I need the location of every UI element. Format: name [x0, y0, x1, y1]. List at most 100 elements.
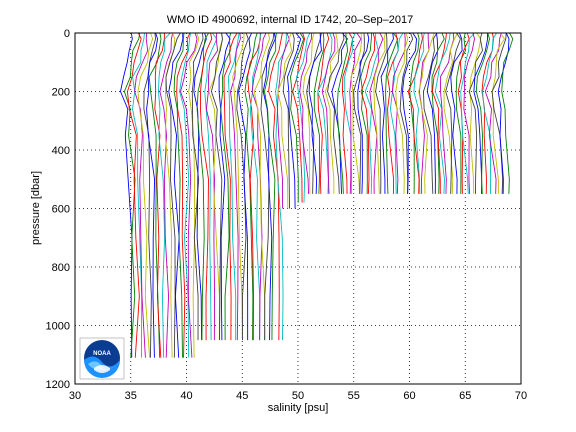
profile-line [180, 32, 198, 358]
profile-line [380, 32, 394, 194]
profile-line [402, 32, 418, 194]
y-tick-label: 200 [52, 87, 70, 99]
profile-line [497, 32, 510, 194]
x-axis-ticks: 30 35 40 45 50 55 60 65 70 [69, 390, 527, 402]
profile-line [282, 32, 295, 209]
x-tick-label: 35 [125, 390, 137, 402]
profile-line [218, 32, 231, 341]
profile-line [193, 32, 207, 341]
profile-line [220, 32, 232, 341]
profile-line [395, 32, 409, 194]
x-tick-label: 30 [69, 390, 81, 402]
profile-line [473, 32, 489, 194]
profile-line [292, 32, 306, 203]
profile-line [407, 32, 423, 194]
profile-line [232, 32, 245, 341]
profile-line [431, 32, 447, 194]
profile-line [230, 32, 241, 341]
profile-line [179, 32, 192, 358]
y-tick-label: 400 [52, 145, 70, 157]
noaa-logo-text: NOAA [93, 351, 111, 357]
profile-line [409, 32, 420, 194]
profile-line [434, 32, 451, 194]
profile-line [331, 32, 348, 194]
profile-line [484, 32, 502, 194]
profile-line [154, 32, 165, 358]
profile-line [306, 32, 321, 194]
profile-line [501, 32, 514, 194]
profile-line [422, 32, 438, 194]
profile-line [463, 32, 475, 194]
profile-line [127, 32, 142, 358]
profile-line [413, 32, 425, 194]
profile-line [251, 32, 267, 341]
profile-line [210, 32, 223, 341]
profile-line [253, 32, 270, 341]
x-tick-label: 60 [403, 390, 415, 402]
profile-line [264, 32, 277, 341]
profile-line [199, 32, 213, 341]
profile-line [134, 32, 149, 358]
profile-line [276, 32, 290, 209]
profile-line [249, 32, 262, 341]
profile-line [327, 32, 345, 194]
profile-line [260, 32, 275, 341]
profile-line [387, 32, 399, 194]
profile-line [123, 32, 141, 358]
profile-line [375, 32, 388, 194]
profile-line [143, 32, 157, 358]
profile-line [268, 32, 283, 341]
profile-line [457, 32, 470, 194]
profile-line [290, 32, 305, 203]
profile-line [324, 32, 339, 194]
profile-line [364, 32, 379, 194]
profile-line [460, 32, 475, 194]
profile-line [176, 32, 191, 358]
profile-line [373, 32, 386, 194]
profile-line [238, 32, 253, 341]
profile-line [137, 32, 154, 358]
profile-line [391, 32, 406, 194]
profile-line [168, 32, 184, 358]
plot-frame [74, 32, 522, 385]
profile-line [287, 32, 302, 209]
x-axis-label: salinity [psu] [268, 402, 329, 414]
x-tick-label: 55 [348, 390, 360, 402]
profile-line [321, 32, 336, 194]
x-tick-label: 70 [515, 390, 527, 402]
profile-line [450, 32, 463, 194]
profile-line [418, 32, 430, 194]
profile-line [469, 32, 482, 194]
profile-line [247, 32, 261, 341]
profile-line [350, 32, 363, 194]
x-tick-label: 45 [236, 390, 248, 402]
profile-line [196, 32, 209, 341]
profile-line [360, 32, 376, 194]
profile-line [277, 32, 293, 209]
profile-line [353, 32, 365, 194]
profile-line [159, 32, 174, 358]
y-tick-label: 1200 [46, 379, 70, 391]
profile-line [431, 32, 445, 194]
y-axis-label: pressure [dbar] [30, 171, 42, 245]
profile-line [357, 32, 370, 194]
profile-line [349, 32, 362, 194]
profile-line [317, 32, 330, 194]
profile-line [173, 32, 185, 358]
profile-line [299, 32, 313, 194]
profile-line [317, 32, 333, 194]
y-tick-label: 0 [64, 28, 70, 40]
profile-line [244, 32, 258, 341]
profiles [120, 32, 514, 358]
profile-line [389, 32, 404, 194]
profile-line [148, 32, 162, 358]
profile-line [455, 32, 466, 194]
profile-line [308, 32, 322, 194]
x-tick-label: 50 [292, 390, 304, 402]
x-tick-label: 40 [180, 390, 192, 402]
y-tick-label: 800 [52, 262, 70, 274]
y-tick-label: 1000 [46, 321, 70, 333]
chart-title: WMO ID 4900692, internal ID 1742, 20–Sep… [167, 14, 413, 26]
profile-line [302, 32, 315, 194]
